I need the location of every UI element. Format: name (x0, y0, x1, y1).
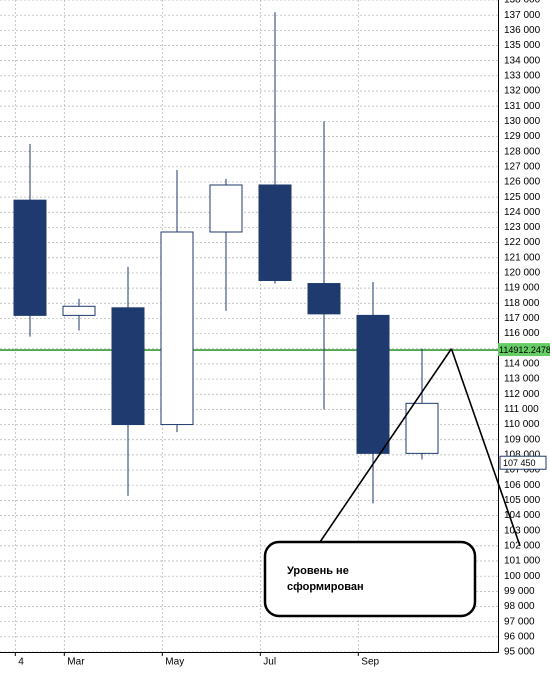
y-axis-label: 131 000 (504, 101, 541, 112)
y-axis-label: 114 000 (504, 359, 540, 370)
level-price-label: 114912.24787 (499, 345, 550, 355)
y-axis-label: 101 000 (504, 556, 541, 567)
candle-body (161, 232, 193, 425)
y-axis-label: 110 000 (504, 419, 540, 430)
x-axis-label: Mar (67, 656, 85, 667)
y-axis-label: 106 000 (504, 480, 541, 491)
y-axis-label: 97 000 (504, 616, 535, 627)
y-axis-label: 112 000 (504, 389, 540, 400)
y-axis-label: 135 000 (504, 40, 541, 51)
y-axis-label: 109 000 (504, 434, 541, 445)
candle-body (357, 315, 389, 453)
y-axis-label: 126 000 (504, 177, 541, 188)
x-axis-label: May (165, 656, 184, 667)
y-axis-label: 105 000 (504, 495, 541, 506)
y-axis-label: 118 000 (504, 298, 540, 309)
x-axis-label: Jul (263, 656, 276, 667)
y-axis-label: 102 000 (504, 541, 541, 552)
y-axis-label: 137 000 (504, 10, 541, 21)
annotation-text: сформирован (287, 581, 364, 593)
y-axis-label: 99 000 (504, 586, 535, 597)
x-axis-label: Sep (361, 656, 379, 667)
y-axis-label: 111 000 (504, 404, 539, 415)
candle-body (112, 308, 144, 425)
y-axis-label: 130 000 (504, 116, 541, 127)
y-axis-label: 132 000 (504, 86, 541, 97)
y-axis-label: 121 000 (504, 252, 541, 263)
y-axis-label: 129 000 (504, 131, 541, 142)
y-axis-label: 119 000 (504, 283, 540, 294)
y-axis-label: 136 000 (504, 25, 541, 36)
candle-body (14, 200, 46, 315)
annotation-box (265, 542, 475, 616)
last-price-label: 107 450 (503, 458, 536, 468)
y-axis-label: 122 000 (504, 237, 541, 248)
y-axis-label: 123 000 (504, 222, 541, 233)
y-axis-label: 120 000 (504, 268, 541, 279)
y-axis-label: 128 000 (504, 146, 541, 157)
candle-body (406, 403, 438, 453)
y-axis-label: 96 000 (504, 631, 535, 642)
y-axis-label: 95 000 (504, 647, 535, 658)
candle-body (210, 185, 242, 232)
y-axis-label: 98 000 (504, 601, 535, 612)
candle-body (63, 306, 95, 315)
y-axis-label: 133 000 (504, 70, 541, 81)
candle-body (308, 284, 340, 314)
annotation-text: Уровень не (287, 565, 349, 577)
y-axis-label: 125 000 (504, 192, 541, 203)
y-axis-label: 124 000 (504, 207, 541, 218)
y-axis-label: 116 000 (504, 328, 540, 339)
y-axis-label: 127 000 (504, 161, 541, 172)
y-axis-label: 117 000 (504, 313, 540, 324)
chart-svg: 95 000 96 000 97 000 98 000 99 000 100 000 101… (0, 0, 550, 679)
y-axis-label: 134 000 (504, 55, 541, 66)
y-axis-label: 138 000 (504, 0, 541, 6)
candle-body (259, 185, 291, 281)
x-axis-label: 4 (18, 656, 24, 667)
y-axis-label: 100 000 (504, 571, 541, 582)
candlestick-chart: 95 000 96 000 97 000 98 000 99 000 100 000 101… (0, 0, 550, 679)
y-axis-label: 103 000 (504, 525, 541, 536)
y-axis-label: 113 000 (504, 374, 540, 385)
